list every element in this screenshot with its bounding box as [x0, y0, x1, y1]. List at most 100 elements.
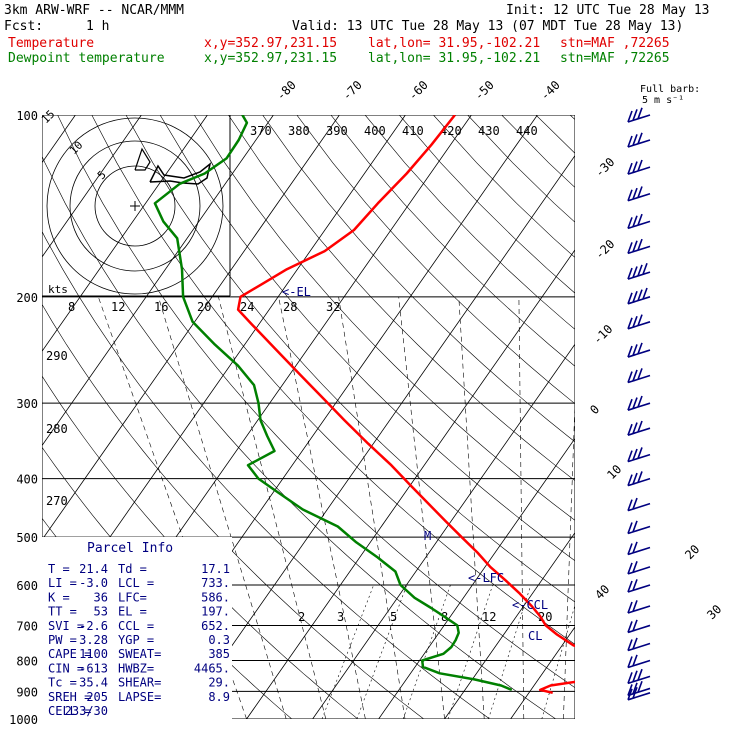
- pressure-label-100: 100: [16, 109, 38, 123]
- parcel-value-right: 652.: [201, 619, 230, 633]
- hodograph-ring-label: 15: [39, 108, 58, 127]
- parcel-key-right: HWBZ=: [118, 661, 154, 675]
- parcel-value-left: -2.6: [79, 619, 108, 633]
- wind-barb: [627, 447, 651, 463]
- dewpoint-xy: x,y=352.97,231.15: [204, 51, 338, 66]
- parcel-value-right: 197.: [201, 605, 230, 619]
- parcel-value-left: 36: [94, 590, 108, 604]
- wind-barb: [627, 132, 651, 148]
- pressure-label-700: 700: [16, 619, 38, 633]
- dewpoint-line: [153, 115, 513, 692]
- parcel-info-title: Parcel Info: [87, 541, 173, 556]
- wind-speed-label: 28: [283, 300, 297, 314]
- hodograph-ring: [94, 165, 176, 247]
- temperature-xy: x,y=352.97,231.15: [204, 36, 338, 51]
- hodograph-trace-low: [134, 147, 151, 171]
- dry-adiabat: [194, 115, 575, 521]
- moist-adiabat: [278, 296, 366, 719]
- wind-barb: [627, 680, 651, 697]
- wind-barb: [627, 520, 651, 535]
- level-markers: <-EL <-LFC <-CCL CL M: [282, 285, 548, 643]
- hodograph-units: kts: [48, 283, 68, 296]
- parcel-key-right: LAPSE=: [118, 690, 161, 704]
- parcel-key-right: CCL =: [118, 619, 154, 633]
- moist-adiabat: [218, 296, 327, 719]
- parcel-value-left: 3.28: [79, 633, 108, 647]
- wind-barb: [627, 619, 651, 634]
- dewpoint-latlon: lat,lon= 31.95,-102.21: [368, 51, 541, 66]
- temperature-latlon: lat,lon= 31.95,-102.21: [368, 36, 541, 51]
- wind-barb: [627, 368, 651, 384]
- isotherm-line: [42, 115, 274, 447]
- hodograph-ring-label: 5: [95, 168, 109, 182]
- temp-label-right: 10: [604, 462, 624, 482]
- moist-adiabat: [98, 296, 247, 719]
- wind-barb: [627, 668, 651, 685]
- isotherm-line: [709, 115, 740, 719]
- parcel-key-left: T =: [48, 562, 70, 576]
- parcel-key-left: TT =: [48, 605, 77, 619]
- moist-adiabat: [398, 296, 445, 719]
- wind-barb: [627, 654, 651, 669]
- hodograph-ring: [46, 117, 224, 295]
- parcel-value-right: 586.: [201, 590, 230, 604]
- parcel-value-left: 53: [94, 605, 108, 619]
- pressure-label-1000: 1000: [9, 713, 38, 727]
- theta-label: 380: [288, 124, 310, 138]
- dry-adiabat: [91, 115, 575, 645]
- mixing-ratio-line: [541, 604, 575, 719]
- parcel-value-left: -613: [79, 661, 108, 675]
- temp-label-right: 0: [587, 402, 602, 417]
- parcel-info-box: Parcel Info T = 21.4 Td = 17.1 LI = -3.0 LCL = 7…: [42, 537, 232, 719]
- pressure-label-600: 600: [16, 579, 38, 593]
- wind-barb: [627, 186, 651, 202]
- parcel-value-left: 233/30: [65, 704, 108, 718]
- parcel-value-right: 385: [208, 647, 230, 661]
- wind-speed-label: 20: [197, 300, 211, 314]
- wind-barb: [627, 107, 651, 123]
- mixing-ratio-line: [488, 584, 532, 719]
- parcel-key-right: EL =: [118, 605, 147, 619]
- isotherm-line: [577, 115, 740, 719]
- hodograph-trace: [149, 162, 212, 185]
- parcel-key-right: YGP =: [118, 633, 154, 647]
- dewpoint-legend: Dewpoint temperature: [8, 51, 165, 66]
- isotherm-line: [0, 115, 9, 719]
- valid-time: Valid: 13 UTC Tue 28 May 13 (07 MDT Tue …: [292, 19, 684, 34]
- temp-label-right: -10: [590, 322, 615, 347]
- wind-barb: [627, 420, 651, 436]
- temperature-labels: -80 -70 -60 -50 -40 -30 -20 -10 0 10 20 30 40: [274, 78, 725, 622]
- parcel-key-left: SVI =: [48, 619, 84, 633]
- wind-speed-label: 24: [240, 300, 254, 314]
- temp-label-top: -50: [472, 78, 497, 103]
- pressure-label-400: 400: [16, 473, 38, 487]
- temperature-line: [236, 115, 575, 695]
- level-m: M: [424, 529, 431, 543]
- wind-speed-label: 32: [326, 300, 340, 314]
- wind-barb: [627, 497, 651, 512]
- theta-label: 440: [516, 124, 538, 138]
- dewpoint-station: stn=MAF ,72265: [560, 51, 670, 66]
- moist-adiabat: [518, 296, 525, 719]
- dry-adiabat: [42, 303, 424, 719]
- dry-adiabat: [330, 115, 575, 367]
- isotherm-line: [246, 249, 575, 719]
- dry-adiabat: [433, 115, 575, 258]
- isotherm-line: [312, 343, 575, 719]
- parcel-key-left: Tc =: [48, 676, 77, 690]
- level-el: <-EL: [282, 285, 311, 299]
- isotherm-line: [643, 115, 740, 719]
- dry-adiabat: [42, 155, 556, 719]
- pressure-label-800: 800: [16, 654, 38, 668]
- dry-adiabat: [159, 115, 575, 562]
- level-lcl: CL: [528, 629, 542, 643]
- wind-barb: [627, 561, 651, 575]
- level-ccl: <-CCL: [512, 598, 548, 612]
- parcel-key-right: SWEAT=: [118, 647, 161, 661]
- parcel-key-right: LCL =: [118, 576, 154, 590]
- mixing-ratio-line: [321, 584, 374, 719]
- wind-speed-label: 8: [68, 300, 75, 314]
- theta-label: 370: [250, 124, 272, 138]
